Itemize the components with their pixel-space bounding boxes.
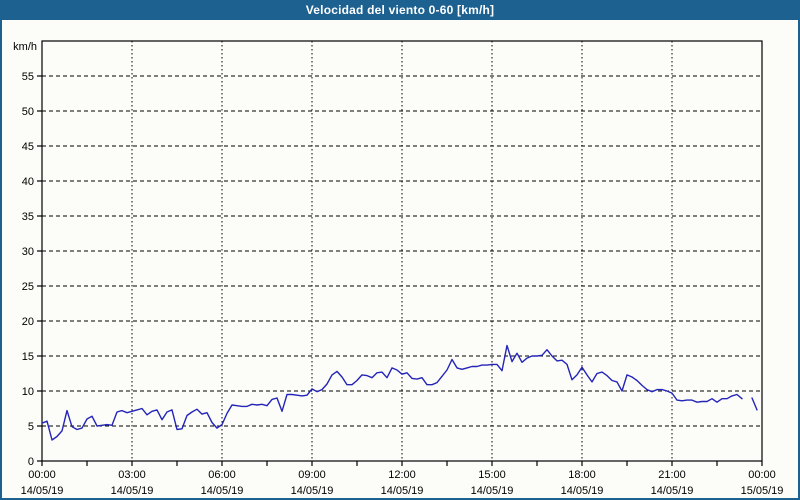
horizontal-gridlines [42, 75, 762, 427]
x-tick-date-label: 14/05/19 [561, 485, 604, 497]
x-tick-time-label: 03:00 [118, 469, 146, 481]
y-tick-label: 25 [22, 281, 34, 293]
x-tick-time-label: 21:00 [658, 469, 686, 481]
x-tick-time-label: 09:00 [298, 469, 326, 481]
y-tick-label: 40 [22, 176, 34, 188]
y-axis: 0 5 10 15 20 25 30 35 40 45 50 55 km/h [13, 41, 42, 468]
title-bar: Velocidad del viento 0-60 [km/h] [2, 0, 798, 20]
y-tick-label: 45 [22, 141, 34, 153]
x-tick-time-label: 12:00 [388, 469, 416, 481]
x-tick-date-label: 14/05/19 [201, 485, 244, 497]
y-tick-label: 20 [22, 316, 34, 328]
x-tick-date-label: 14/05/19 [651, 485, 694, 497]
y-tick-label: 5 [28, 421, 34, 433]
x-tick-date-label: 14/05/19 [111, 485, 154, 497]
y-tick-label: 55 [22, 71, 34, 83]
wind-speed-line [41, 344, 743, 441]
x-tick-time-label: 00:00 [748, 469, 776, 481]
x-tick-date-label: 14/05/19 [21, 485, 64, 497]
x-tick-date-label: 14/05/19 [291, 485, 334, 497]
y-axis-unit-label: km/h [13, 41, 37, 53]
x-tick-time-label: 18:00 [568, 469, 596, 481]
y-tick-label: 15 [22, 351, 34, 363]
chart-title: Velocidad del viento 0-60 [km/h] [305, 3, 495, 17]
y-tick-label: 30 [22, 246, 34, 258]
x-tick-time-label: 00:00 [28, 469, 56, 481]
x-tick-date-label: 14/05/19 [471, 485, 514, 497]
x-tick-time-label: 06:00 [208, 469, 236, 481]
wind-speed-line [751, 397, 758, 411]
y-tick-label: 0 [28, 456, 34, 468]
y-tick-label: 10 [22, 386, 34, 398]
x-axis: 00:00 14/05/19 03:00 14/05/19 06:00 14/05/19 0… [21, 461, 784, 497]
x-tick-date-label: 14/05/19 [381, 485, 424, 497]
y-tick-label: 50 [22, 106, 34, 118]
x-tick-date-label: 15/05/19 [741, 485, 784, 497]
x-tick-time-label: 15:00 [478, 469, 506, 481]
y-tick-label: 35 [22, 211, 34, 223]
data-series [41, 344, 758, 441]
